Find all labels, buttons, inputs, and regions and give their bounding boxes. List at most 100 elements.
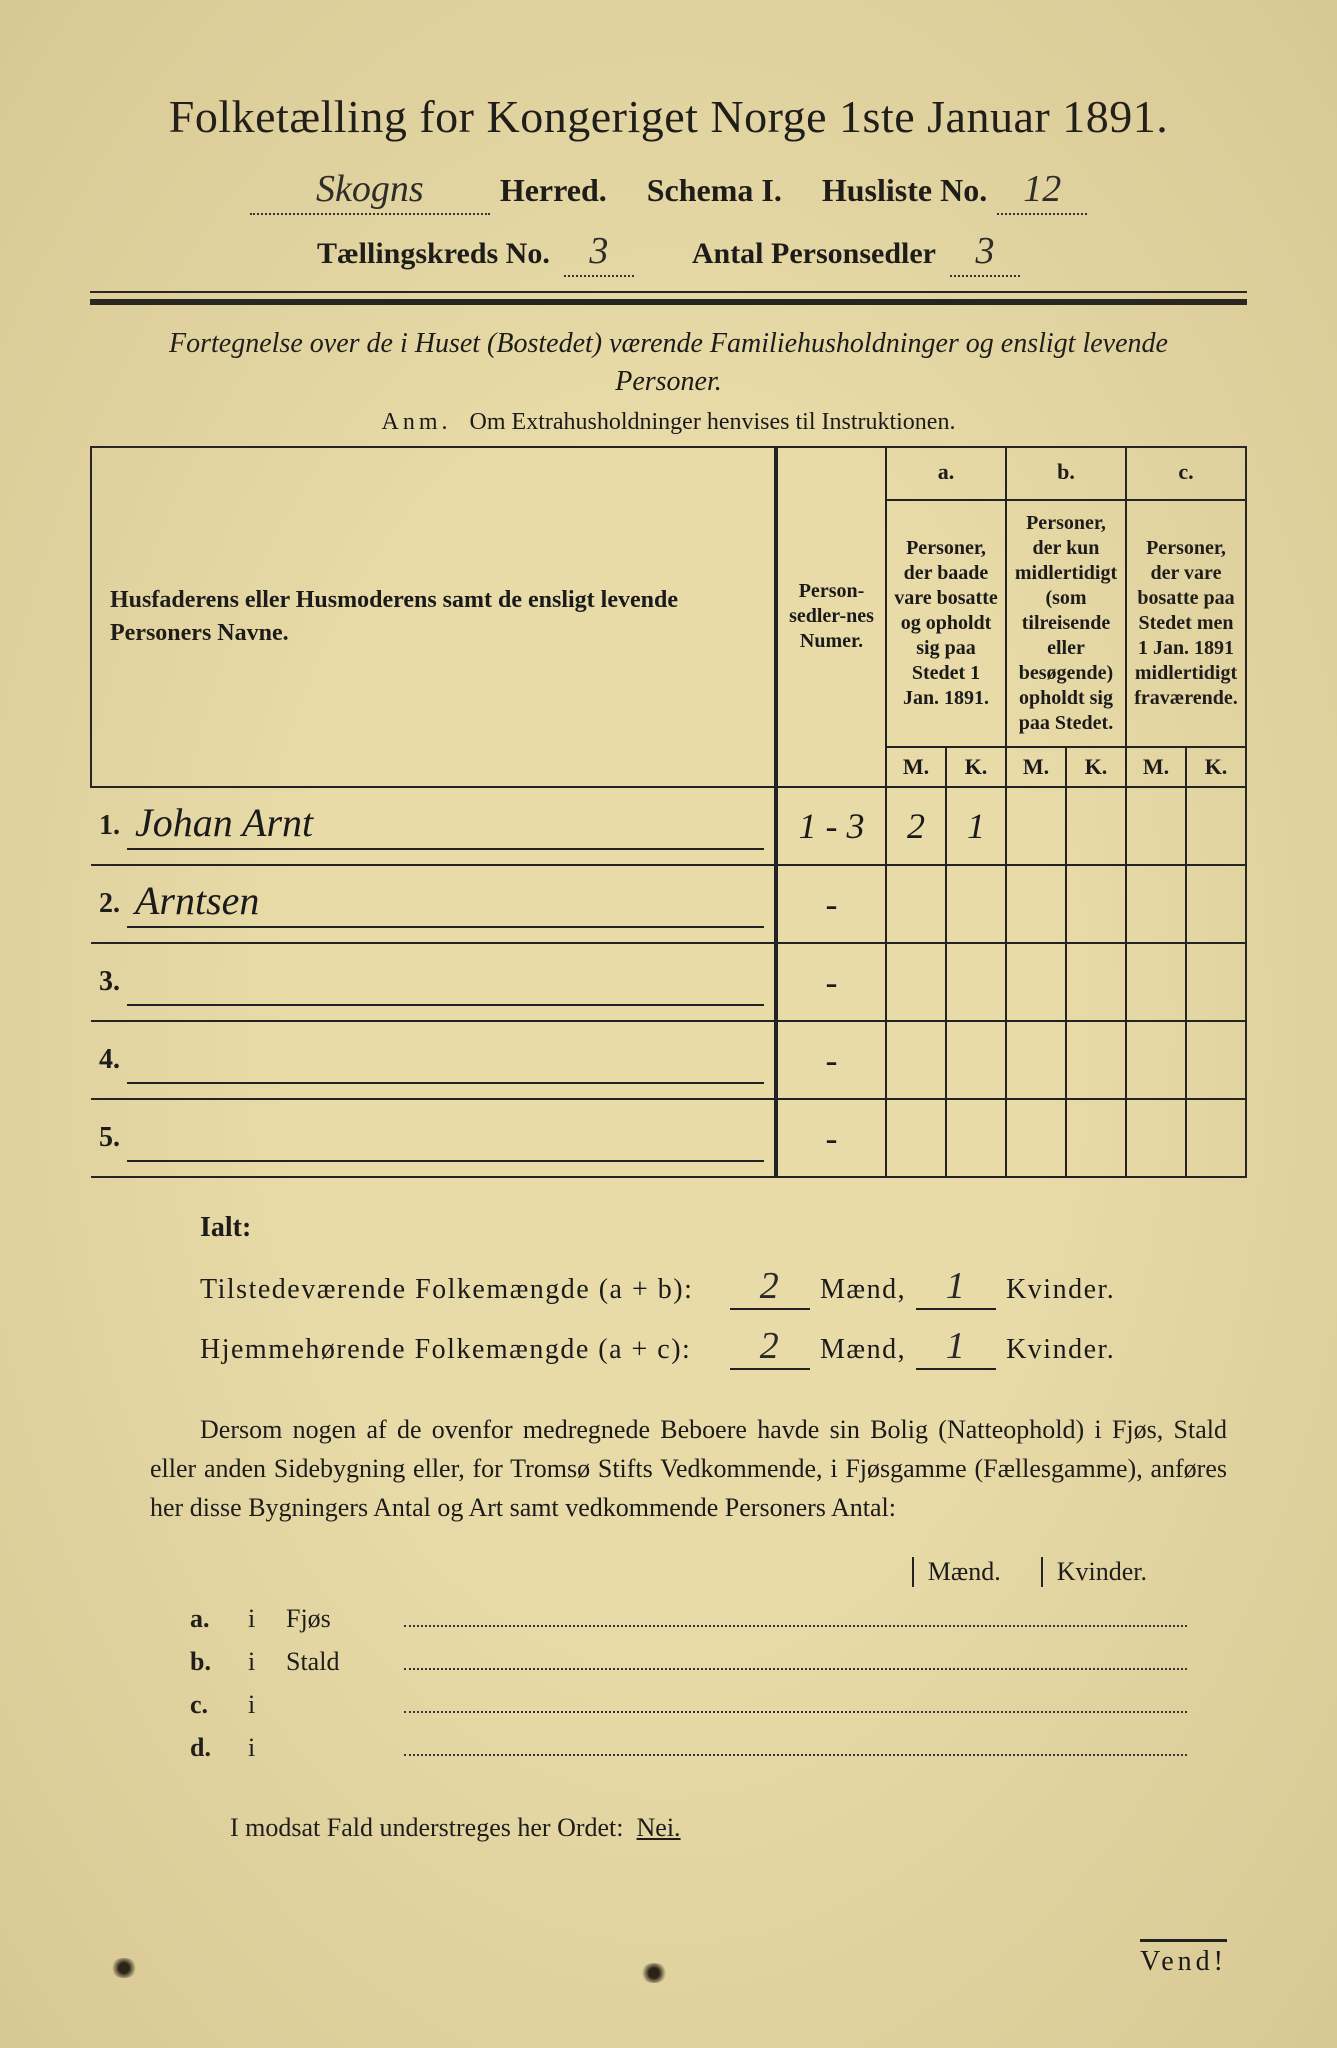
building-name: Fjøs [286,1604,386,1634]
totals-block: Ialt: Tilstedeværende Folkemængde (a + b… [200,1212,1247,1370]
page-title: Folketælling for Kongeriget Norge 1ste J… [90,90,1247,143]
a-k: 1 [946,787,1006,865]
building-i: i [248,1690,268,1720]
maend-label: Mænd, [820,1274,906,1306]
b-k [1066,787,1126,865]
kreds-label: Tællingskreds No. [317,237,550,271]
col-b-head: b. [1006,447,1126,501]
col-names: Husfaderens eller Husmoderens samt de en… [91,447,776,788]
schema-label: Schema I. [647,172,782,209]
kvinder-label-2: Kvinder. [1006,1334,1115,1366]
husliste-value: 12 [997,167,1087,215]
col-c-head: c. [1126,447,1246,501]
rule-thin [90,291,1247,293]
anm-text: Om Extrahusholdninger henvises til Instr… [470,409,956,435]
numer-cell: - [776,865,886,943]
table-row: 5.- [91,1099,1246,1177]
col-b-k: K. [1066,747,1126,787]
b-k [1066,943,1126,1021]
b-m [1006,1099,1066,1177]
table-row: 2.Arntsen - [91,865,1246,943]
name-cell [127,1099,776,1177]
a-k [946,1099,1006,1177]
col-numer: Person-sedler-nes Numer. [776,447,886,788]
numer-cell: - [776,1021,886,1099]
name-cell: Johan Arnt [127,787,776,865]
name-cell: Arntsen [127,865,776,943]
col-a-k: K. [946,747,1006,787]
building-row: a.iFjøs [190,1601,1187,1634]
c-k [1186,865,1246,943]
home-label: Hjemmehørende Folkemængde (a + c): [200,1334,720,1366]
c-m [1126,1021,1186,1099]
building-i: i [248,1647,268,1677]
dotted-line [404,1687,1187,1713]
census-form-page: Folketælling for Kongeriget Norge 1ste J… [0,0,1337,2048]
herred-value: Skogns [250,167,490,215]
total-home: Hjemmehørende Folkemængde (a + c): 2 Mæn… [200,1324,1247,1370]
a-m [886,943,946,1021]
header-row-2: Tællingskreds No. 3 Antal Personsedler 3 [90,229,1247,277]
anm-label: Anm. [382,409,452,435]
building-name: Stald [286,1647,386,1677]
row-number: 1. [91,787,127,865]
binding-hole-icon [640,1963,668,1983]
building-letter: a. [190,1604,230,1634]
dotted-line [404,1601,1187,1627]
col-c-k: K. [1186,747,1246,787]
table-row: 1.Johan Arnt1 - 321 [91,787,1246,865]
building-row: b. i Stald [190,1644,1187,1677]
dotted-line [404,1644,1187,1670]
rule-thick [90,299,1247,305]
b-k [1066,1099,1126,1177]
a-m [886,865,946,943]
building-letter: c. [190,1690,230,1720]
footer-text: I modsat Fald understreges her Ordet: [230,1813,624,1842]
binding-hole-icon [110,1958,138,1978]
c-m [1126,787,1186,865]
b-m [1006,1021,1066,1099]
person-name: Arntsen [135,877,259,924]
c-k [1186,943,1246,1021]
name-cell [127,943,776,1021]
col-b-text: Personer, der kun midlertidigt (som tilr… [1006,500,1126,747]
a-k [946,865,1006,943]
a-m: 2 [886,787,946,865]
col-a-text: Personer, der baade vare bosatte og opho… [886,500,1006,747]
intro-text: Fortegnelse over de i Huset (Bostedet) v… [150,325,1187,401]
table-row: 4.- [91,1021,1246,1099]
col-b-m: M. [1006,747,1066,787]
nei-word: Nei. [637,1813,681,1842]
row-number: 2. [91,865,127,943]
c-m [1126,943,1186,1021]
building-letter: b. [190,1647,230,1677]
col-c-m: M. [1126,747,1186,787]
name-cell [127,1021,776,1099]
a-k [946,1021,1006,1099]
building-i: i [248,1733,268,1763]
b-k [1066,865,1126,943]
a-m [886,1099,946,1177]
col-a-head: a. [886,447,1006,501]
table-row: 3.- [91,943,1246,1021]
bhead-m: Mænd. [912,1557,1001,1587]
col-a-m: M. [886,747,946,787]
home-k: 1 [916,1324,996,1370]
b-m [1006,865,1066,943]
building-letter: d. [190,1733,230,1763]
header-row-1: Skogns Herred. Schema I. Husliste No. 12 [90,167,1247,215]
col-c-text: Personer, der vare bosatte paa Stedet me… [1126,500,1246,747]
building-row: d. i [190,1730,1187,1763]
maend-label-2: Mænd, [820,1334,906,1366]
row-number: 3. [91,943,127,1021]
c-k [1186,787,1246,865]
present-k: 1 [916,1264,996,1310]
present-m: 2 [730,1264,810,1310]
kreds-value: 3 [564,229,634,277]
antal-value: 3 [950,229,1020,277]
kvinder-label: Kvinder. [1006,1274,1115,1306]
herred-label: Herred. [500,172,607,209]
anm-line: Anm. Om Extrahusholdninger henvises til … [90,409,1247,436]
total-present: Tilstedeværende Folkemængde (a + b): 2 M… [200,1264,1247,1310]
c-k [1186,1021,1246,1099]
